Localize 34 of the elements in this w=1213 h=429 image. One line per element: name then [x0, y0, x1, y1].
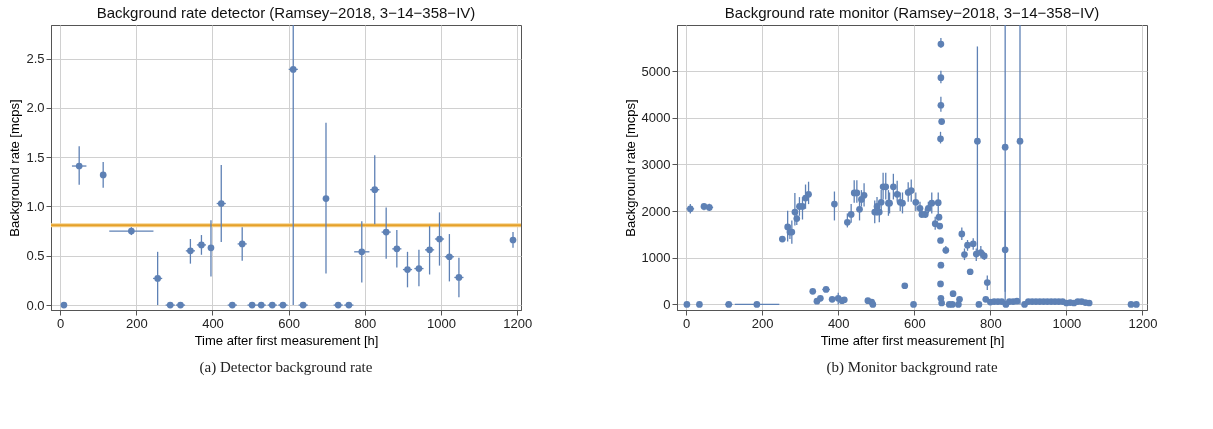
- y-tick-label: 3000: [641, 156, 671, 172]
- chart-title: Background rate monitor (Ramsey−2018, 3−14−358−IV): [724, 4, 1100, 21]
- x-tick-label: 0: [683, 315, 691, 331]
- y-tick-label: 1.0: [26, 198, 45, 214]
- y-tick-label: 0.5: [26, 248, 45, 264]
- chart-title: Background rate detector (Ramsey−2018, 3−14−358−IV): [96, 4, 476, 21]
- x-tick-label: 800: [979, 315, 1002, 331]
- x-tick-label: 1200: [503, 315, 533, 331]
- x-axis-title: Time after first measurement [h]: [194, 332, 379, 348]
- x-tick-label: 200: [125, 315, 148, 331]
- y-tick-label: 2000: [641, 203, 671, 219]
- y-axis-title: Background rate [mcps]: [7, 99, 23, 237]
- text: (b) Monitor background rate: [826, 359, 998, 376]
- x-tick-label: 800: [354, 315, 377, 331]
- y-tick-label: 5000: [641, 63, 671, 79]
- y-tick-label: 2.0: [26, 100, 45, 116]
- x-tick-label: 400: [202, 315, 224, 331]
- x-tick-label: 600: [903, 315, 926, 331]
- x-tick-label: 0: [57, 315, 65, 331]
- y-tick-label: 1.5: [26, 149, 45, 165]
- y-tick-label: 0.0: [26, 297, 45, 313]
- x-axis-title: Time after first measurement [h]: [820, 332, 1005, 348]
- x-tick-label: 1000: [427, 315, 456, 331]
- y-tick-label: 0: [663, 296, 671, 312]
- y-tick-label: 1000: [641, 250, 671, 266]
- y-tick-label: 2.5: [26, 51, 45, 67]
- x-tick-label: 400: [827, 315, 850, 331]
- x-tick-label: 200: [751, 315, 774, 331]
- text: (a) Detector background rate: [199, 359, 373, 376]
- x-tick-label: 1200: [1128, 315, 1158, 331]
- x-tick-label: 600: [278, 315, 301, 331]
- x-tick-label: 1000: [1052, 315, 1082, 331]
- y-axis-title: Background rate [mcps]: [622, 99, 638, 237]
- y-tick-label: 4000: [641, 110, 671, 126]
